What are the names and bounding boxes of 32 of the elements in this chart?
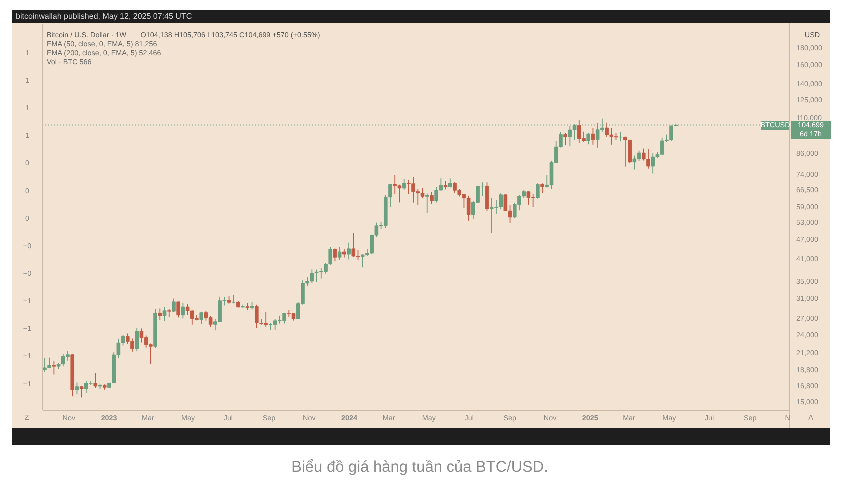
- candlestick: [181, 302, 186, 320]
- candlestick: [564, 132, 568, 146]
- candlestick: [352, 233, 356, 258]
- candlestick: [52, 361, 56, 376]
- candlestick: [393, 174, 398, 195]
- candlestick: [540, 183, 544, 194]
- text: Biểu đồ giá hàng tuần của BTC/USD.: [292, 459, 548, 476]
- candlestick: [287, 310, 292, 318]
- candlestick: [430, 192, 434, 205]
- candlestick: [75, 382, 80, 396]
- candlestick: [80, 386, 84, 398]
- candlestick: [167, 308, 172, 318]
- candlestick: [425, 193, 430, 214]
- text: bitcoinwallah published, May 12, 2025 07:45 UTC: [16, 12, 192, 21]
- candlestick: [402, 178, 406, 190]
- candlestick: [651, 153, 656, 174]
- candlestick: [536, 183, 540, 200]
- candlestick: [176, 301, 180, 318]
- candlestick: [172, 298, 176, 313]
- candlestick: [338, 247, 342, 261]
- candlestick: [586, 132, 591, 146]
- candlestick: [333, 248, 338, 262]
- candlestick: [84, 380, 88, 394]
- candlestick: [94, 372, 98, 388]
- candlestick: [158, 308, 162, 321]
- candlestick: [135, 328, 140, 352]
- candlestick: [347, 242, 351, 260]
- candlestick: [162, 306, 167, 322]
- candlestick: [591, 128, 596, 146]
- candlestick: [232, 294, 236, 304]
- candlestick: [200, 312, 204, 325]
- candlestick: [485, 182, 490, 212]
